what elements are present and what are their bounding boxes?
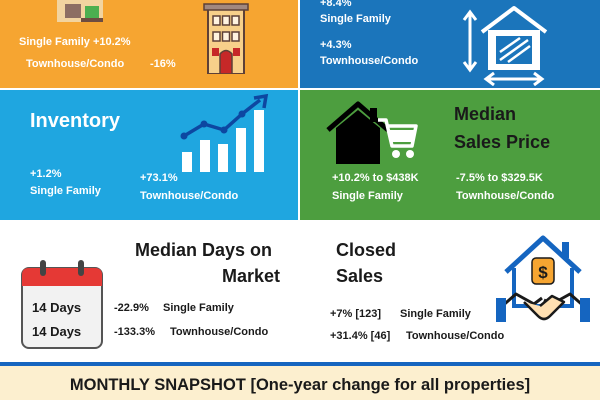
days-on-market-title-line1: Median Days on <box>135 240 273 260</box>
monthly-snapshot-banner: MONTHLY SNAPSHOT [One-year change for al… <box>0 366 600 400</box>
median-sales-price-tile: Median Sales Price +10.2% to $438K Singl… <box>300 90 600 220</box>
inventory-title: Inventory <box>30 110 121 132</box>
bar-growth-chart-icon <box>180 94 269 172</box>
calendar-icon <box>21 260 103 349</box>
house-size-icon <box>462 6 548 86</box>
inventory-sf-value: +1.2% <box>30 168 62 180</box>
house-cart-icon <box>326 101 418 164</box>
sqft-townhouse-value: +4.3% <box>320 39 352 51</box>
inventory-th-label: Townhouse/Condo <box>140 190 239 202</box>
days-on-market-title-line2: Market <box>222 266 281 286</box>
price-per-sqft-tile: +8.4% Single Family +4.3% Townhouse/Cond… <box>300 0 600 88</box>
inventory-tile: Inventory +1.2% Single Family +73.1% Tow… <box>0 90 298 220</box>
sqft-single-family-label: Single Family <box>320 13 391 25</box>
dom-th-label: Townhouse/Condo <box>170 326 269 338</box>
closed-th-value: +31.4% [46] <box>330 330 391 342</box>
closed-th-label: Townhouse/Condo <box>406 330 505 342</box>
townhouse-new-listings-value: -16% <box>150 58 176 70</box>
building-icon <box>203 3 249 74</box>
median-price-title-line2: Sales Price <box>454 132 551 152</box>
sqft-single-family-value: +8.4% <box>320 0 352 9</box>
median-price-sf-label: Single Family <box>332 190 403 202</box>
inventory-sf-label: Single Family <box>30 185 101 197</box>
new-listings-tile: Single Family +10.2% Townhouse/Condo -16… <box>0 0 298 88</box>
closed-sales-title-line1: Closed <box>336 240 397 260</box>
closed-sf-label: Single Family <box>400 308 471 320</box>
dom-th-value: -133.3% <box>114 326 155 338</box>
dom-sf-label: Single Family <box>163 302 234 314</box>
median-price-title-line1: Median <box>454 104 517 124</box>
days-on-market-section: 14 Days 14 Days Median Days on Market -2… <box>0 222 300 362</box>
banner-stripe <box>0 362 600 366</box>
closed-sales-section: Closed Sales $ +7% [123] Single Family +… <box>300 222 600 362</box>
townhouse-label: Townhouse/Condo <box>26 58 125 70</box>
closed-sf-value: +7% [123] <box>330 308 382 320</box>
banner-text: MONTHLY SNAPSHOT [One-year change for al… <box>69 376 531 394</box>
closed-sales-title-line2: Sales <box>336 266 384 286</box>
median-price-th-label: Townhouse/Condo <box>456 190 555 202</box>
calendar-value-1: 14 Days <box>32 300 82 315</box>
sqft-townhouse-label: Townhouse/Condo <box>320 55 419 67</box>
house-handshake-icon: $ <box>496 235 590 322</box>
dom-sf-value: -22.9% <box>114 302 149 314</box>
median-price-th-value: -7.5% to $329.5K <box>456 172 543 184</box>
calendar-value-2: 14 Days <box>32 324 82 339</box>
house-shop-icon <box>57 0 103 22</box>
svg-text:$: $ <box>538 263 548 282</box>
median-price-sf-value: +10.2% to $438K <box>332 172 419 184</box>
inventory-th-value: +73.1% <box>140 172 178 184</box>
single-family-new-listings: Single Family +10.2% <box>19 36 131 48</box>
